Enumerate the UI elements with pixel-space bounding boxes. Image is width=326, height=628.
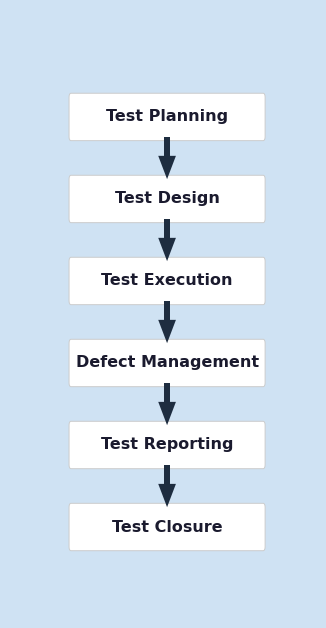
Text: Test Reporting: Test Reporting xyxy=(101,438,233,453)
Text: Test Design: Test Design xyxy=(115,192,219,207)
Polygon shape xyxy=(158,156,176,179)
Bar xyxy=(164,465,170,484)
Bar xyxy=(164,383,170,402)
Bar xyxy=(164,219,170,238)
FancyBboxPatch shape xyxy=(69,257,265,305)
FancyBboxPatch shape xyxy=(69,175,265,223)
Polygon shape xyxy=(158,484,176,507)
Bar xyxy=(164,137,170,156)
Text: Test Execution: Test Execution xyxy=(101,273,233,288)
Text: Test Closure: Test Closure xyxy=(112,519,222,534)
Bar xyxy=(164,301,170,320)
Text: Test Planning: Test Planning xyxy=(106,109,228,124)
Polygon shape xyxy=(158,320,176,343)
FancyBboxPatch shape xyxy=(69,503,265,551)
FancyBboxPatch shape xyxy=(69,93,265,141)
Text: Defect Management: Defect Management xyxy=(76,355,259,371)
FancyBboxPatch shape xyxy=(69,339,265,387)
Polygon shape xyxy=(158,238,176,261)
FancyBboxPatch shape xyxy=(69,421,265,468)
Polygon shape xyxy=(158,402,176,425)
